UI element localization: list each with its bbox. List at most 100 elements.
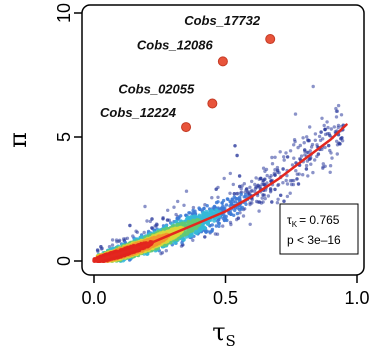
density-point xyxy=(222,176,226,181)
x-axis: 0.0 0.5 1.0 xyxy=(81,275,370,308)
density-point xyxy=(226,197,230,201)
density-point xyxy=(117,239,121,244)
density-point xyxy=(311,170,315,175)
density-point xyxy=(299,154,304,158)
highlighted-point xyxy=(217,56,228,67)
density-point xyxy=(276,183,280,188)
density-point xyxy=(110,243,115,247)
density-point xyxy=(296,182,301,186)
density-point xyxy=(304,163,309,168)
trend-line xyxy=(92,123,348,263)
density-point xyxy=(235,153,239,158)
density-point xyxy=(210,227,215,232)
density-point xyxy=(233,144,237,148)
x-axis-title: τS xyxy=(212,318,236,350)
density-point xyxy=(298,143,302,148)
density-point xyxy=(224,203,229,207)
density-point xyxy=(110,238,115,242)
density-point xyxy=(221,224,225,228)
density-point xyxy=(285,155,290,159)
highlighted-point-label: Cobs_02055 xyxy=(118,82,195,97)
density-point xyxy=(143,204,147,209)
highlighted-points: Cobs_17732 Cobs_12086 Cobs_02055 Cobs_12224 xyxy=(100,13,276,133)
density-point xyxy=(334,106,338,111)
density-point xyxy=(242,182,246,186)
density-point xyxy=(273,187,277,192)
density-point xyxy=(293,112,298,116)
density-point xyxy=(248,185,252,189)
density-point xyxy=(293,139,297,144)
density-point xyxy=(335,109,339,113)
density-point xyxy=(220,201,224,205)
density-point xyxy=(313,138,317,142)
density-point xyxy=(257,209,261,213)
highlighted-point xyxy=(265,34,276,45)
density-point xyxy=(214,187,218,191)
density-point xyxy=(191,238,195,242)
density-point xyxy=(253,189,257,194)
density-point xyxy=(235,191,240,196)
density-point xyxy=(302,141,306,145)
density-point xyxy=(335,139,339,143)
density-point xyxy=(288,191,292,195)
density-point xyxy=(135,230,139,234)
density-point xyxy=(164,249,168,253)
density-point xyxy=(250,179,254,184)
density-point xyxy=(298,157,302,161)
density-point xyxy=(96,249,100,254)
density-point xyxy=(311,84,315,89)
density-point xyxy=(281,167,285,171)
density-point xyxy=(244,202,248,206)
density-point xyxy=(323,127,327,132)
x-axis-title-subscript: S xyxy=(226,332,236,350)
density-point xyxy=(203,235,207,239)
density-point xyxy=(313,132,318,136)
density-point xyxy=(273,155,277,159)
density-point xyxy=(295,172,299,176)
density-point xyxy=(329,127,333,131)
density-point xyxy=(238,211,242,215)
density-point xyxy=(307,138,311,143)
density-point xyxy=(265,173,269,178)
stats-box: τK = 0.765 p < 3e–16 xyxy=(279,203,359,255)
density-point xyxy=(294,169,298,173)
density-point xyxy=(279,193,283,197)
density-point xyxy=(288,149,293,153)
density-point xyxy=(166,208,170,212)
density-point xyxy=(191,205,196,210)
density-point xyxy=(263,169,267,173)
density-point xyxy=(150,217,154,221)
density-point xyxy=(330,156,334,160)
density-point xyxy=(275,201,280,205)
density-point xyxy=(228,171,232,176)
density-point xyxy=(249,189,254,194)
density-point xyxy=(306,174,310,178)
density-point xyxy=(288,179,293,183)
density-point xyxy=(266,194,271,198)
density-point xyxy=(261,166,266,170)
density-point xyxy=(248,222,252,226)
density-point xyxy=(240,184,244,188)
density-point xyxy=(313,158,317,162)
density-point xyxy=(282,158,286,162)
density-point xyxy=(278,150,282,154)
density-point xyxy=(325,120,329,124)
density-point xyxy=(254,176,258,180)
density-point xyxy=(328,148,332,153)
density-point xyxy=(205,204,209,208)
density-point xyxy=(235,211,240,216)
density-point xyxy=(275,170,280,174)
density-point xyxy=(107,245,112,249)
density-point xyxy=(145,219,149,223)
density-point xyxy=(339,137,343,141)
density-point xyxy=(328,170,332,174)
density-point xyxy=(232,192,236,196)
density-point xyxy=(216,195,220,199)
density-point xyxy=(217,224,221,228)
density-point xyxy=(268,187,273,191)
density-point xyxy=(248,201,252,205)
stats-tau-subscript: K xyxy=(292,220,298,229)
density-point xyxy=(339,113,344,117)
density-point xyxy=(228,220,233,225)
